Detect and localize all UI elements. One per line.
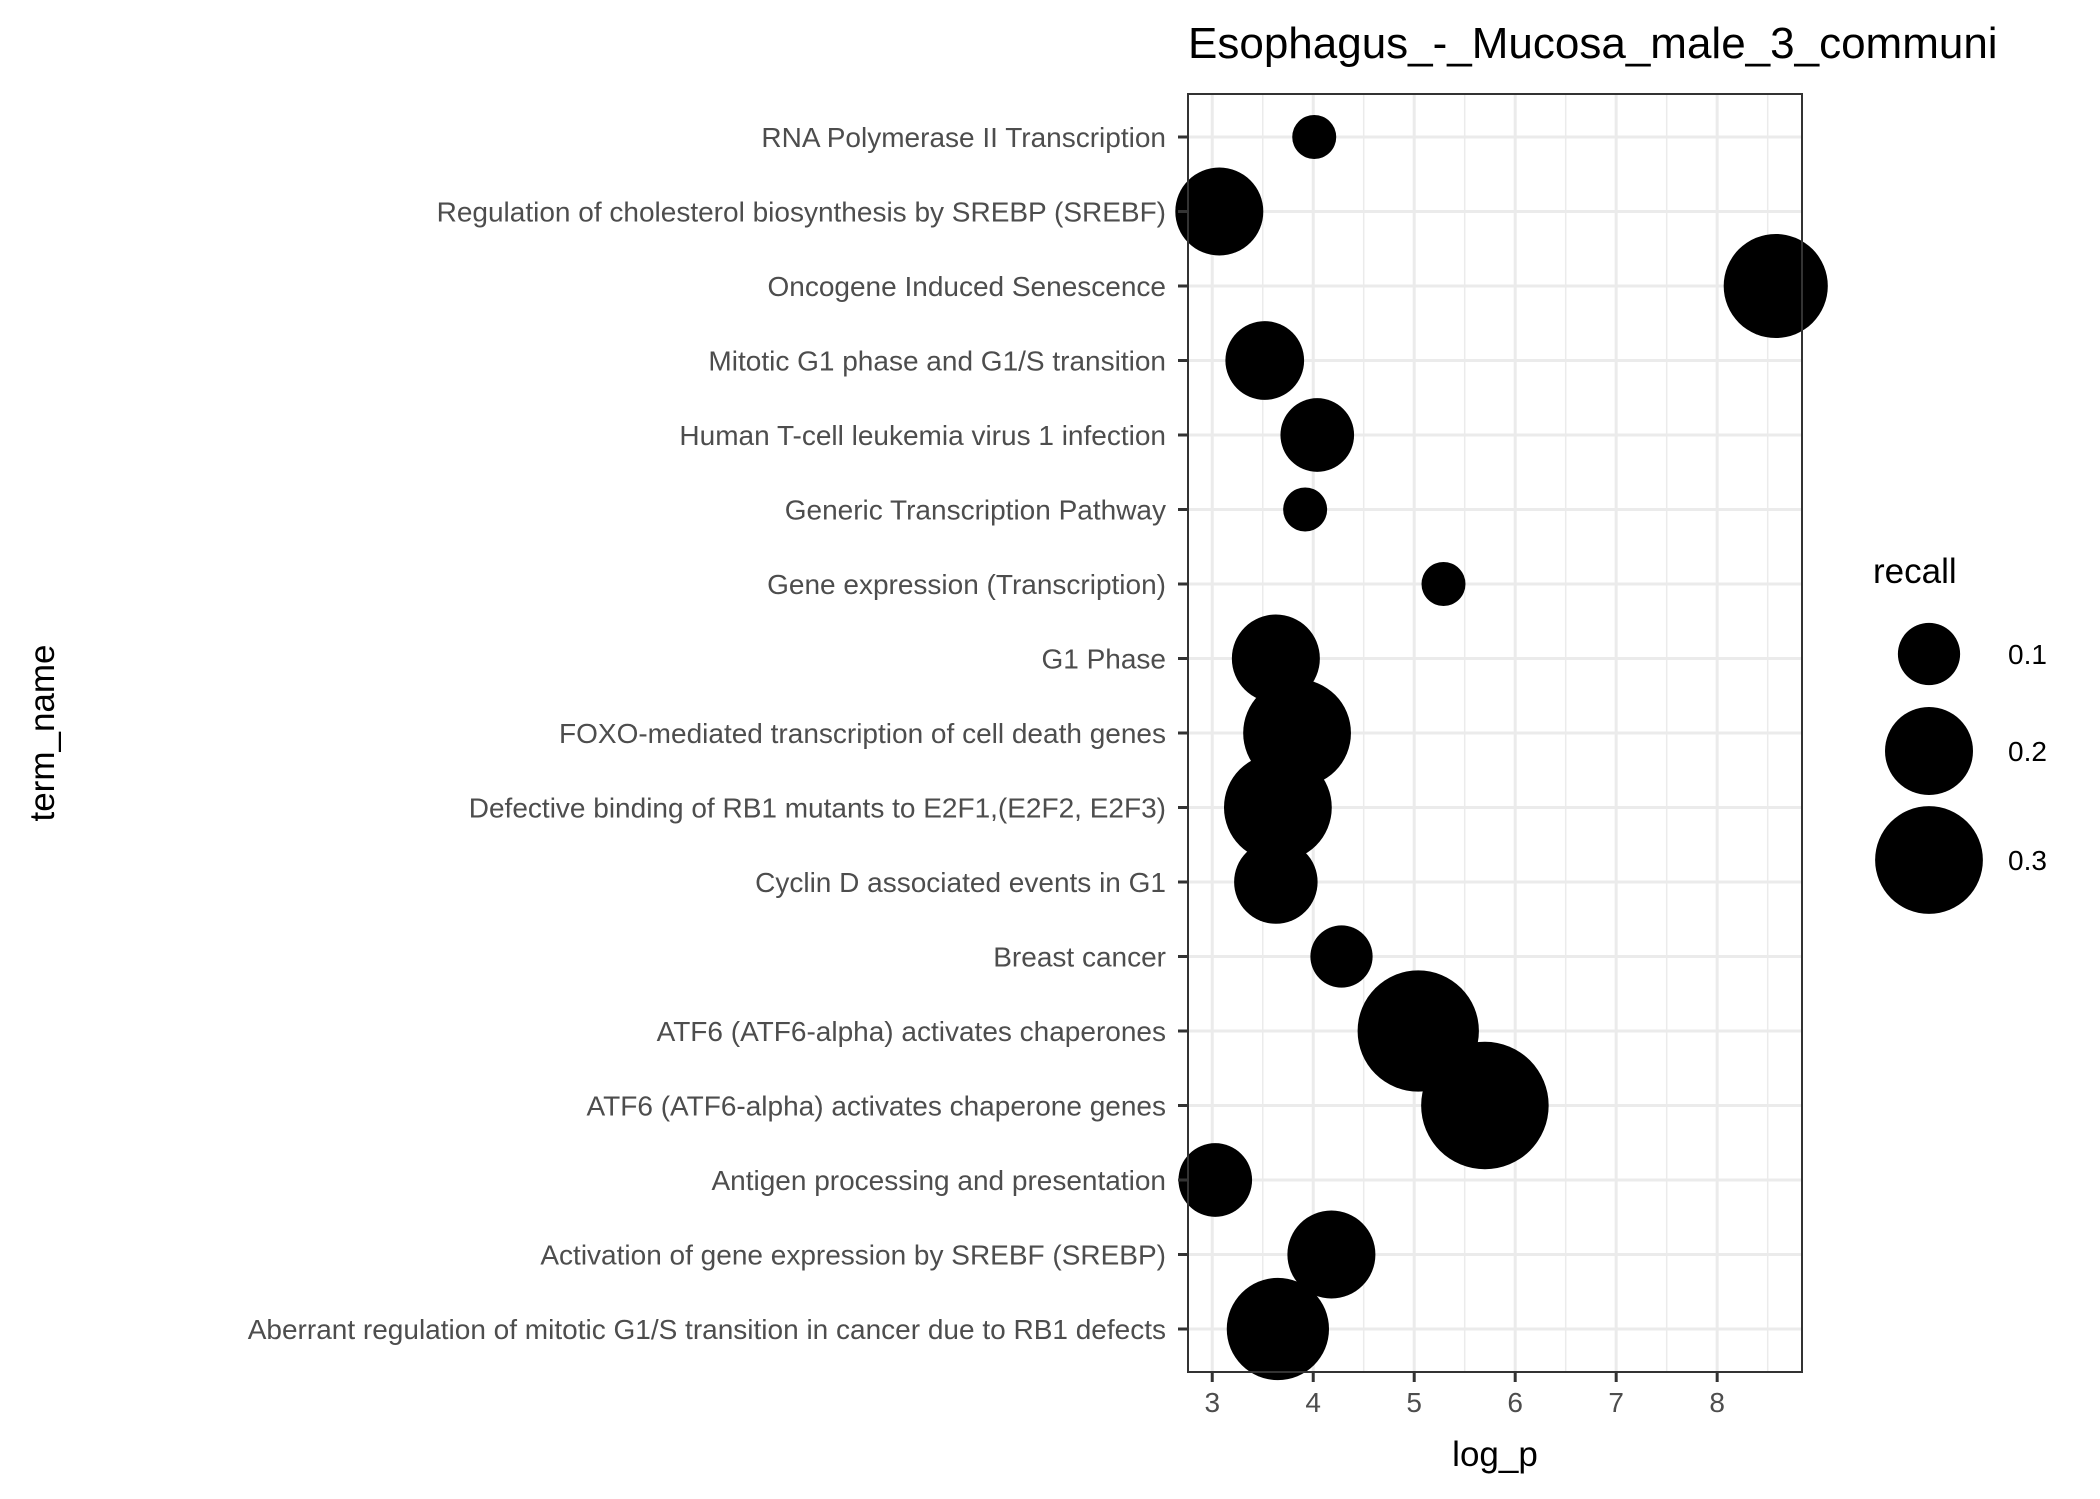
y-axis: RNA Polymerase II Transcription Regulatio… bbox=[248, 122, 1188, 1345]
data-point bbox=[1723, 233, 1828, 339]
y-tick-label: Activation of gene expression by SREBF (… bbox=[540, 1240, 1166, 1271]
y-tick-label: ATF6 (ATF6-alpha) activates chaperone ge… bbox=[587, 1091, 1166, 1122]
y-tick-label: Oncogene Induced Senescence bbox=[767, 271, 1166, 302]
legend-key bbox=[1897, 622, 1961, 686]
data-point bbox=[1421, 562, 1466, 606]
legend: recall 0.1 0.2 0.3 bbox=[1873, 552, 2047, 914]
data-point bbox=[1234, 840, 1318, 924]
data-point bbox=[1287, 1210, 1376, 1299]
legend-entries: 0.1 0.2 0.3 bbox=[1875, 622, 2047, 914]
chart-title: Esophagus_-_Mucosa_male_3_communi bbox=[1188, 19, 1998, 68]
data-point bbox=[1223, 753, 1332, 862]
x-tick-label: 6 bbox=[1507, 1387, 1523, 1418]
data-point bbox=[1226, 1277, 1330, 1381]
y-tick-label: FOXO-mediated transcription of cell deat… bbox=[559, 718, 1166, 749]
y-tick-label: G1 Phase bbox=[1041, 644, 1166, 675]
legend-key bbox=[1885, 707, 1973, 795]
x-tick-label: 7 bbox=[1608, 1387, 1624, 1418]
data-point bbox=[1292, 115, 1337, 159]
legend-title: recall bbox=[1873, 552, 1957, 591]
y-tick-label: Cyclin D associated events in G1 bbox=[755, 867, 1166, 898]
y-tick-label: Regulation of cholesterol biosynthesis b… bbox=[437, 197, 1166, 228]
x-tick-label: 4 bbox=[1305, 1387, 1321, 1418]
x-axis-title: log_p bbox=[1452, 1435, 1538, 1474]
y-tick-label: Aberrant regulation of mitotic G1/S tran… bbox=[248, 1314, 1166, 1345]
x-tick-label: 8 bbox=[1709, 1387, 1725, 1418]
data-point bbox=[1225, 321, 1305, 400]
y-tick-label: Mitotic G1 phase and G1/S transition bbox=[708, 346, 1166, 377]
legend-label: 0.1 bbox=[2008, 639, 2047, 670]
data-point bbox=[1178, 1143, 1253, 1217]
y-tick-label: Breast cancer bbox=[993, 942, 1166, 973]
data-point bbox=[1283, 487, 1328, 532]
y-tick-label: RNA Polymerase II Transcription bbox=[761, 122, 1166, 153]
y-axis-title: term_name bbox=[23, 644, 62, 821]
data-point bbox=[1421, 1041, 1549, 1170]
x-axis: 3 4 5 6 7 8 bbox=[1204, 1372, 1725, 1418]
y-tick-label: Defective binding of RB1 mutants to E2F1… bbox=[469, 793, 1166, 824]
legend-label: 0.2 bbox=[2008, 736, 2047, 767]
legend-label: 0.3 bbox=[2008, 845, 2047, 876]
x-tick-label: 3 bbox=[1204, 1387, 1220, 1418]
legend-key bbox=[1875, 806, 1983, 914]
data-point bbox=[1280, 398, 1355, 472]
y-tick-label: ATF6 (ATF6-alpha) activates chaperones bbox=[657, 1016, 1166, 1047]
data-points bbox=[1175, 115, 1828, 1381]
y-tick-label: Gene expression (Transcription) bbox=[767, 569, 1166, 600]
data-point bbox=[1175, 167, 1264, 256]
y-tick-label: Generic Transcription Pathway bbox=[785, 495, 1166, 526]
y-tick-label: Human T-cell leukemia virus 1 infection bbox=[679, 420, 1166, 451]
data-point bbox=[1310, 925, 1373, 988]
y-tick-label: Antigen processing and presentation bbox=[711, 1165, 1166, 1196]
x-tick-label: 5 bbox=[1406, 1387, 1422, 1418]
